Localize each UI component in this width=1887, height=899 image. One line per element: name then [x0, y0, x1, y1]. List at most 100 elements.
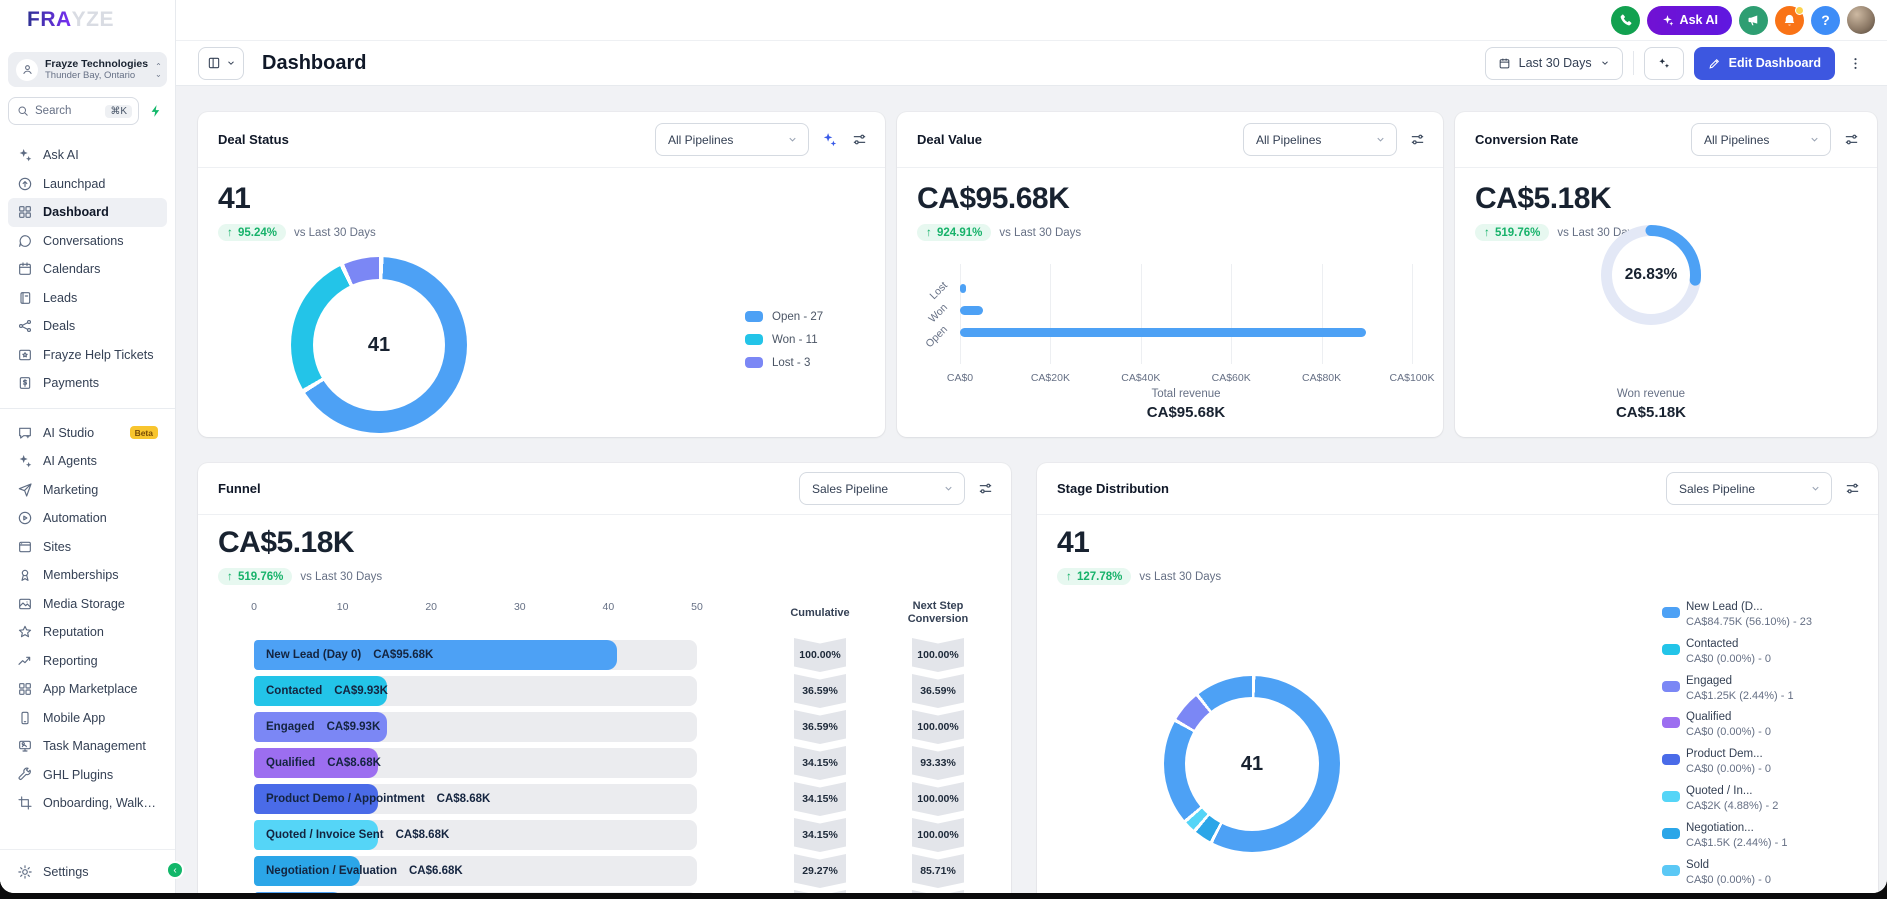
sidebar-item-media-storage[interactable]: Media Storage: [8, 590, 167, 619]
sidebar-item-frayze-help-tickets[interactable]: Frayze Help Tickets: [8, 341, 167, 370]
axis-tick: CA$0: [946, 372, 974, 384]
sidebar-item-calendars[interactable]: Calendars: [8, 255, 167, 284]
sidebar-item-marketing[interactable]: Marketing: [8, 476, 167, 505]
sidebar-item-reputation[interactable]: Reputation: [8, 618, 167, 647]
legend-swatch: [745, 334, 763, 345]
phone-button[interactable]: [1610, 5, 1640, 35]
account-switcher[interactable]: Frayze Technologies Thunder Bay, Ontario…: [8, 52, 167, 87]
wrench-icon: [17, 767, 33, 783]
medal-icon: [17, 567, 33, 583]
sidebar-item-ask-ai[interactable]: Ask AI: [8, 141, 167, 170]
dashboard-switcher-button[interactable]: [198, 46, 244, 80]
sidebar-item-automation[interactable]: Automation: [8, 504, 167, 533]
sidebar-item-launchpad[interactable]: Launchpad: [8, 170, 167, 199]
axis-tick: 40: [602, 601, 615, 613]
sidebar-item-memberships[interactable]: Memberships: [8, 561, 167, 590]
funnel-stage-amount: CA$9.93K: [334, 685, 388, 697]
ask-ai-button[interactable]: Ask AI: [1646, 5, 1732, 35]
total-revenue-label: Total revenue: [1151, 388, 1221, 400]
sidebar-item-mobile-app[interactable]: Mobile App: [8, 704, 167, 733]
funnel-axis: 0 10 20 30 40 50: [251, 601, 703, 615]
sidebar-collapse-button[interactable]: ‹: [166, 861, 184, 879]
pipeline-select[interactable]: All Pipelines: [655, 123, 809, 156]
quick-action-bolt-icon[interactable]: [145, 98, 167, 124]
frame-icon: [17, 795, 33, 811]
divider: [1632, 51, 1634, 75]
sidebar-item-ai-agents[interactable]: AI Agents: [8, 447, 167, 476]
next-step-cell: 36.59%: [912, 674, 964, 708]
funnel-stage-amount: CA$8.68K: [395, 829, 450, 841]
deal-value-bar-chart: CA$0 CA$20K CA$40K CA$60K CA$80K CA$100K Lost W…: [923, 264, 1434, 384]
funnel-bar: [254, 892, 343, 893]
sidebar-item-settings[interactable]: Settings: [0, 849, 175, 893]
sidebar-item-ai-studio[interactable]: AI Studio Beta: [8, 419, 167, 448]
more-options-button[interactable]: [1845, 47, 1865, 80]
sidebar-item-label: App Marketplace: [43, 682, 138, 697]
deal-status-card: Deal Status All Pipelines 41 ↑ 95.24% vs …: [198, 112, 885, 437]
dashboard-content: Deal Status All Pipelines 41 ↑ 95.24% vs …: [176, 86, 1887, 893]
sidebar-item-reporting[interactable]: Reporting: [8, 647, 167, 676]
pipeline-select[interactable]: All Pipelines: [1691, 123, 1831, 156]
sidebar-item-label: Conversations: [43, 233, 124, 248]
cumulative-cell: 100.00%: [794, 638, 846, 672]
sidebar-item-payments[interactable]: Payments: [8, 369, 167, 398]
search-input[interactable]: Search ⌘K: [8, 97, 139, 125]
sidebar-item-label: Reporting: [43, 653, 98, 668]
gridline: [1412, 264, 1413, 364]
ai-insight-icon[interactable]: [821, 131, 839, 149]
date-range-button[interactable]: Last 30 Days: [1484, 46, 1623, 80]
sidebar-item-label: Automation: [43, 511, 107, 526]
pipeline-select[interactable]: All Pipelines: [1243, 123, 1397, 156]
pipeline-select[interactable]: Sales Pipeline: [799, 472, 965, 505]
widget-settings-icon[interactable]: [851, 131, 869, 149]
sidebar-item-conversations[interactable]: Conversations: [8, 227, 167, 256]
sidebar-item-task-management[interactable]: Task Management: [8, 732, 167, 761]
trend-icon: [17, 653, 33, 669]
bar: [960, 306, 984, 315]
legend-label: Won - 11: [772, 333, 818, 346]
user-avatar[interactable]: [1847, 6, 1875, 34]
funnel-row: Negotiation / Evaluation CA$6.68K: [254, 856, 697, 886]
widget-settings-icon[interactable]: [977, 480, 995, 498]
sidebar-item-sites[interactable]: Sites: [8, 533, 167, 562]
legend-swatch: [1662, 864, 1680, 876]
leads-icon: [17, 290, 33, 306]
sidebar-item-app-marketplace[interactable]: App Marketplace: [8, 675, 167, 704]
pipeline-select[interactable]: Sales Pipeline: [1666, 472, 1832, 505]
next-step-cell: 93.33%: [912, 746, 964, 780]
help-button[interactable]: ?: [1811, 5, 1840, 35]
widget-settings-icon[interactable]: [1843, 131, 1861, 149]
sidebar-item-label: Sites: [43, 539, 71, 554]
funnel-row: Contacted CA$9.93K: [254, 676, 697, 706]
sidebar-item-onboarding-walkthrough[interactable]: Onboarding, Walkthrough…: [8, 789, 167, 818]
announcement-button[interactable]: [1739, 5, 1768, 35]
legend-swatch: [1662, 643, 1680, 655]
card-title: Stage Distribution: [1057, 481, 1169, 496]
axis-tick: 50: [691, 601, 703, 613]
gridline: [1050, 264, 1052, 364]
sidebar-item-label: Payments: [43, 376, 99, 391]
legend-label: Engaged: [1686, 674, 1733, 687]
dashboard-icon: [17, 204, 33, 220]
sidebar-item-label: Leads: [43, 290, 78, 305]
sidebar-item-deals[interactable]: Deals: [8, 312, 167, 341]
sidebar-item-label: Deals: [43, 319, 76, 334]
cumulative-header: Cumulative: [790, 607, 850, 619]
chat-icon: [17, 233, 33, 249]
edit-dashboard-button[interactable]: Edit Dashboard: [1693, 46, 1835, 80]
funnel-row: Engaged CA$9.93K: [254, 712, 697, 742]
search-shortcut: ⌘K: [105, 104, 132, 118]
ticket-icon: [17, 347, 33, 363]
notifications-button[interactable]: [1775, 5, 1804, 35]
won-revenue-label: Won revenue: [1616, 388, 1686, 400]
widget-settings-icon[interactable]: [1409, 131, 1427, 149]
widget-settings-icon[interactable]: [1844, 480, 1862, 498]
ai-wand-button[interactable]: [1643, 46, 1684, 80]
account-name: Frayze Technologies: [45, 58, 149, 70]
mobile-icon: [17, 710, 33, 726]
funnel-bar: New Lead (Day 0) CA$95.68K: [254, 640, 618, 670]
sidebar-item-leads[interactable]: Leads: [8, 284, 167, 313]
sidebar-item-dashboard[interactable]: Dashboard: [8, 198, 167, 227]
funnel-stage-label: Quoted / Invoice Sent: [266, 829, 384, 841]
sidebar-item-ghl-plugins[interactable]: GHL Plugins: [8, 761, 167, 790]
